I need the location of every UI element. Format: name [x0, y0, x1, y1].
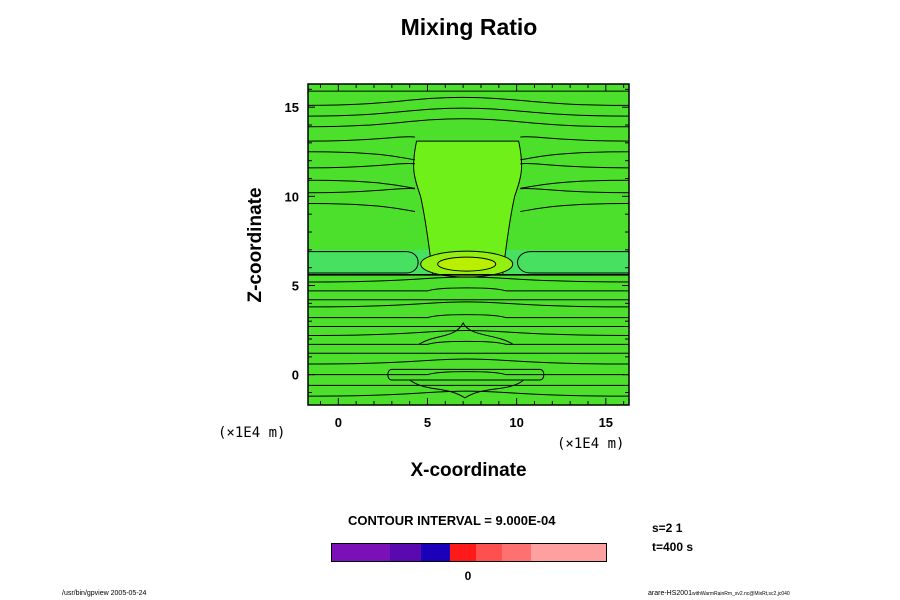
lower-contour	[308, 314, 629, 319]
lower-contour	[308, 371, 629, 376]
contour-interval-label: CONTOUR INTERVAL = 9.000E-04	[348, 513, 556, 528]
lower-contour	[308, 301, 629, 308]
colorbar-segment	[476, 544, 503, 561]
plot-area	[308, 84, 629, 405]
max-core-inner	[437, 256, 497, 272]
colorbar	[331, 543, 607, 562]
colorbar-segment	[360, 544, 390, 561]
colorbar-zero-label: 0	[464, 569, 472, 583]
y-tick-label: 5	[292, 279, 299, 294]
upper-contour	[308, 179, 629, 189]
upper-contour	[308, 136, 629, 142]
lower-contour	[308, 276, 629, 283]
x-tick-label: 10	[509, 415, 523, 430]
right-lobe-contour	[517, 251, 629, 274]
lower-dip-contour	[409, 379, 525, 399]
y-tick-label: 10	[285, 189, 299, 204]
colorbar-segment	[450, 544, 477, 561]
upper-contour	[308, 118, 629, 128]
x-tick-label: 15	[599, 415, 613, 430]
colorbar-segment	[568, 544, 606, 561]
x-tick-label: 0	[335, 415, 342, 430]
s-annotation: s=2 1	[652, 521, 683, 535]
footer-right-sub: withWarmRainRm_sv2.nc@MixRt,sc2,jc040	[691, 591, 790, 597]
axes: 0 5 10 15 0 5 10 15	[285, 83, 630, 430]
y-tick-label: 0	[292, 368, 299, 383]
lower-cell-contour	[387, 368, 545, 381]
x-axis-unit: (×1E4 m)	[557, 436, 625, 452]
left-lobe-contour	[308, 251, 419, 274]
colorbar-segment	[421, 544, 451, 561]
x-axis-label: X-coordinate	[410, 460, 527, 481]
colorbar-segment	[389, 544, 422, 561]
footer-left: /usr/bin/gpview 2005-05-24	[62, 590, 147, 597]
upper-contour	[308, 151, 629, 161]
colorbar-segment	[332, 544, 361, 561]
lower-contour	[308, 287, 629, 292]
colorbar-segment	[530, 544, 569, 561]
contour-field	[308, 84, 629, 405]
chart-title: Mixing Ratio	[400, 14, 538, 40]
upper-contour	[308, 202, 629, 212]
upper-contour	[308, 162, 629, 169]
lower-contour	[308, 358, 629, 365]
colorbar-segment	[502, 544, 531, 561]
upper-contour	[308, 187, 629, 194]
lower-bump-contour	[418, 321, 514, 345]
y-tick-label: 15	[285, 100, 299, 115]
y-axis-label: Z-coordinate	[245, 187, 266, 303]
y-axis-unit: (×1E4 m)	[218, 425, 286, 441]
lower-contour	[308, 390, 629, 397]
footer-right: arare-HS2001withWarmRainRm_sv2.nc@MixRt,…	[648, 590, 790, 597]
footer-right-main: arare-HS2001	[648, 590, 692, 597]
plot-frame	[307, 83, 630, 406]
lower-contour	[308, 340, 629, 345]
upper-contour	[308, 107, 629, 117]
x-tick-label: 5	[424, 415, 431, 430]
lower-contour	[308, 329, 629, 336]
upper-contour	[308, 96, 629, 106]
time-annotation: t=400 s	[652, 540, 694, 554]
